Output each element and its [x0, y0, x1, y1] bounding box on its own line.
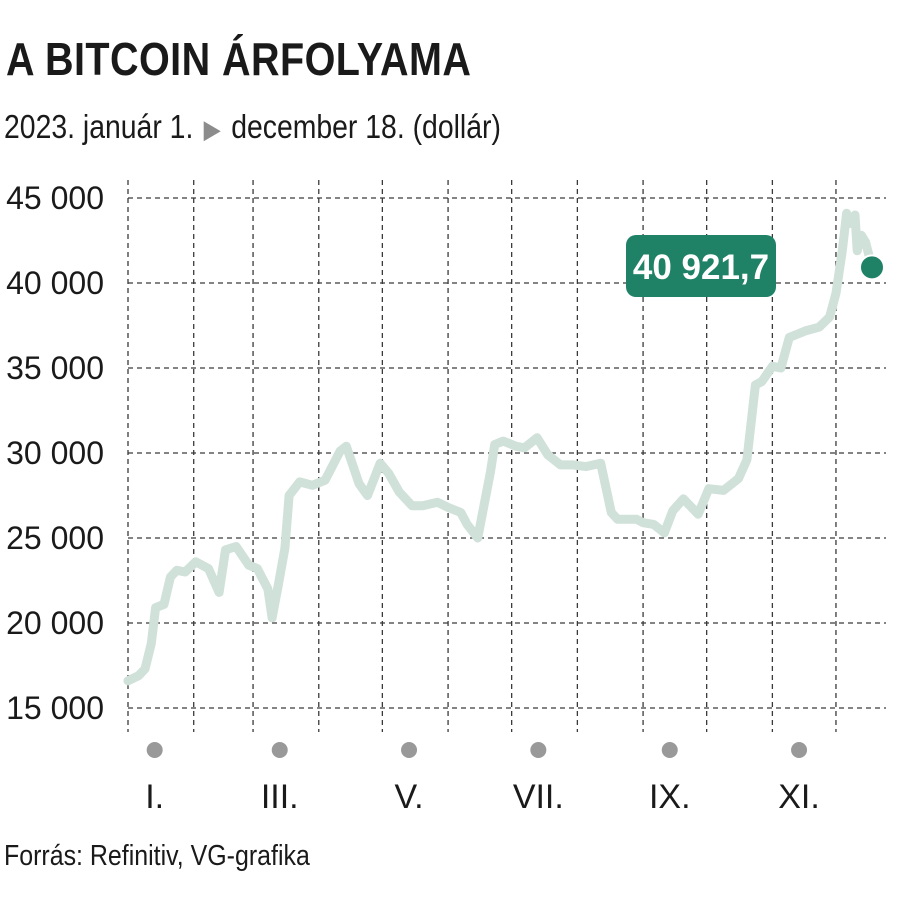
month-marker: [791, 742, 808, 758]
x-tick-label: III.: [261, 778, 299, 816]
y-tick-label: 30 000: [6, 435, 104, 471]
y-tick-label: 35 000: [6, 350, 104, 386]
month-marker: [401, 742, 418, 758]
last-value-dot: [859, 254, 885, 281]
x-tick-label: XI.: [778, 778, 820, 816]
x-tick-label: IX.: [649, 778, 691, 816]
subtitle-end-date: december 18. (dollár): [231, 108, 501, 145]
chart-title: A BITCOIN ÁRFOLYAMA: [6, 33, 472, 85]
x-tick-label: V.: [395, 778, 424, 816]
y-tick-label: 15 000: [6, 690, 104, 726]
x-tick-label: VII.: [513, 778, 564, 816]
last-value-label: 40 921,7: [633, 248, 769, 287]
x-tick-label: I.: [145, 778, 164, 816]
x-axis-tick-labels: I. III. V. VII. IX. XI.: [145, 742, 820, 816]
month-marker: [661, 742, 678, 758]
price-series: [123, 208, 877, 686]
month-marker: [146, 742, 163, 758]
callout-box: [626, 235, 776, 297]
y-tick-label: 45 000: [6, 180, 104, 216]
chart-subtitle: 2023. január 1. ▶ december 18. (dollár): [4, 108, 501, 146]
month-marker: [530, 742, 547, 758]
month-marker: [271, 742, 288, 758]
triangle-right-icon: ▶: [203, 114, 221, 144]
last-value-callout: 40 921,7: [626, 235, 885, 297]
source-note: Forrás: Refinitiv, VG-grafika: [4, 840, 310, 872]
y-tick-label: 25 000: [6, 520, 104, 556]
subtitle-start-date: 2023. január 1.: [4, 108, 194, 145]
y-axis-tick-labels: 15 000 20 000 25 000 30 000 35 000 40 000 45 0…: [6, 180, 104, 726]
y-tick-label: 40 000: [6, 265, 104, 301]
y-tick-label: 20 000: [6, 605, 104, 641]
price-line: [123, 208, 877, 686]
